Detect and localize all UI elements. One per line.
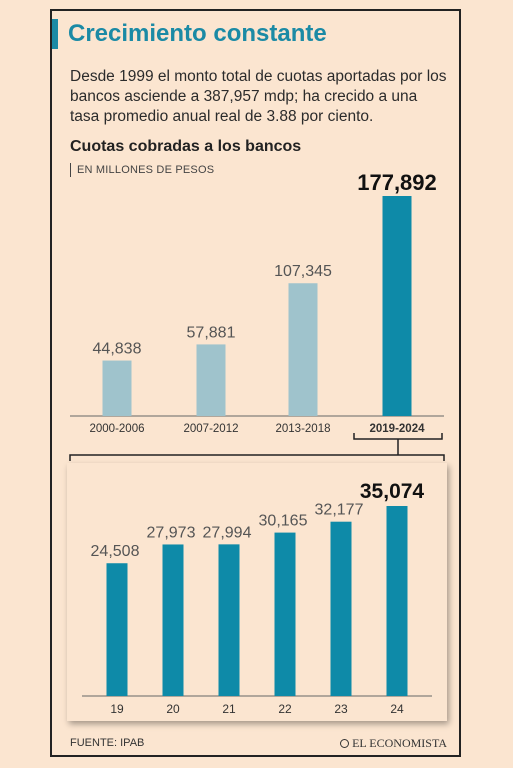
zoom-connector: [69, 439, 445, 461]
bar-2013-2018: [288, 283, 318, 416]
tick-label-2007-2012: 2007-2012: [184, 423, 239, 435]
bar-24: [386, 506, 408, 696]
units-divider: [70, 163, 71, 177]
copyright-circle-icon: [340, 739, 350, 748]
tick-label-21: 21: [222, 702, 236, 716]
bar-2019-2024: [382, 196, 412, 416]
units-text: EN MILLONES DE PESOS: [77, 163, 215, 176]
page-title: Crecimiento constante: [68, 20, 327, 47]
bar-20: [162, 544, 184, 696]
period-bar-chart: 44,838 2000-2006 57,881 2007-2012 107,345 201…: [69, 170, 445, 461]
source-note: FUENTE: IPAB: [70, 737, 145, 749]
infographic-frame: Crecimiento constante Desde 1999 el mont…: [50, 9, 461, 757]
value-label-2007-2012: 57,881: [187, 324, 236, 341]
units-label: EN MILLONES DE PESOS: [70, 163, 214, 177]
tick-label-2000-2006: 2000-2006: [90, 423, 145, 435]
tick-label-2019-2024: 2019-2024: [370, 423, 426, 435]
tick-label-19: 19: [110, 702, 124, 716]
description-text: Desde 1999 el monto total de cuotas apor…: [70, 68, 447, 125]
bar-2007-2012: [196, 344, 226, 416]
chart-subtitle: Cuotas cobradas a los bancos: [70, 138, 302, 155]
value-label-24: 35,074: [360, 480, 425, 503]
bar-19: [106, 563, 128, 696]
title-accent-bar: [52, 19, 58, 49]
value-label-19: 24,508: [91, 543, 140, 560]
tick-label-23: 23: [334, 702, 348, 716]
tick-label-2013-2018: 2013-2018: [276, 423, 331, 435]
tick-label-24: 24: [390, 702, 404, 716]
bar-2000-2006: [102, 360, 132, 416]
value-label-2019-2024: 177,892: [357, 170, 437, 195]
brand-name: EL ECONOMISTA: [352, 736, 447, 750]
value-label-2000-2006: 44,838: [93, 341, 142, 358]
value-label-20: 27,973: [147, 524, 196, 541]
annual-chart-panel: 24,508 19 27,973 20 27,994 21 30,165 22 32,177 23…: [67, 463, 447, 721]
bar-21: [218, 544, 240, 696]
value-label-2013-2018: 107,345: [274, 263, 332, 280]
title-block: Crecimiento constante: [52, 19, 327, 49]
bar-22: [274, 532, 296, 696]
value-label-21: 27,994: [203, 524, 252, 541]
tick-label-20: 20: [166, 702, 180, 716]
annual-bar-chart: 24,508 19 27,973 20 27,994 21 30,165 22 32,177 23…: [82, 480, 432, 716]
tick-label-22: 22: [278, 702, 292, 716]
value-label-23: 32,177: [315, 502, 364, 519]
brand-logo: EL ECONOMISTA: [340, 736, 447, 751]
value-label-22: 30,165: [259, 513, 308, 530]
bar-23: [330, 521, 352, 696]
